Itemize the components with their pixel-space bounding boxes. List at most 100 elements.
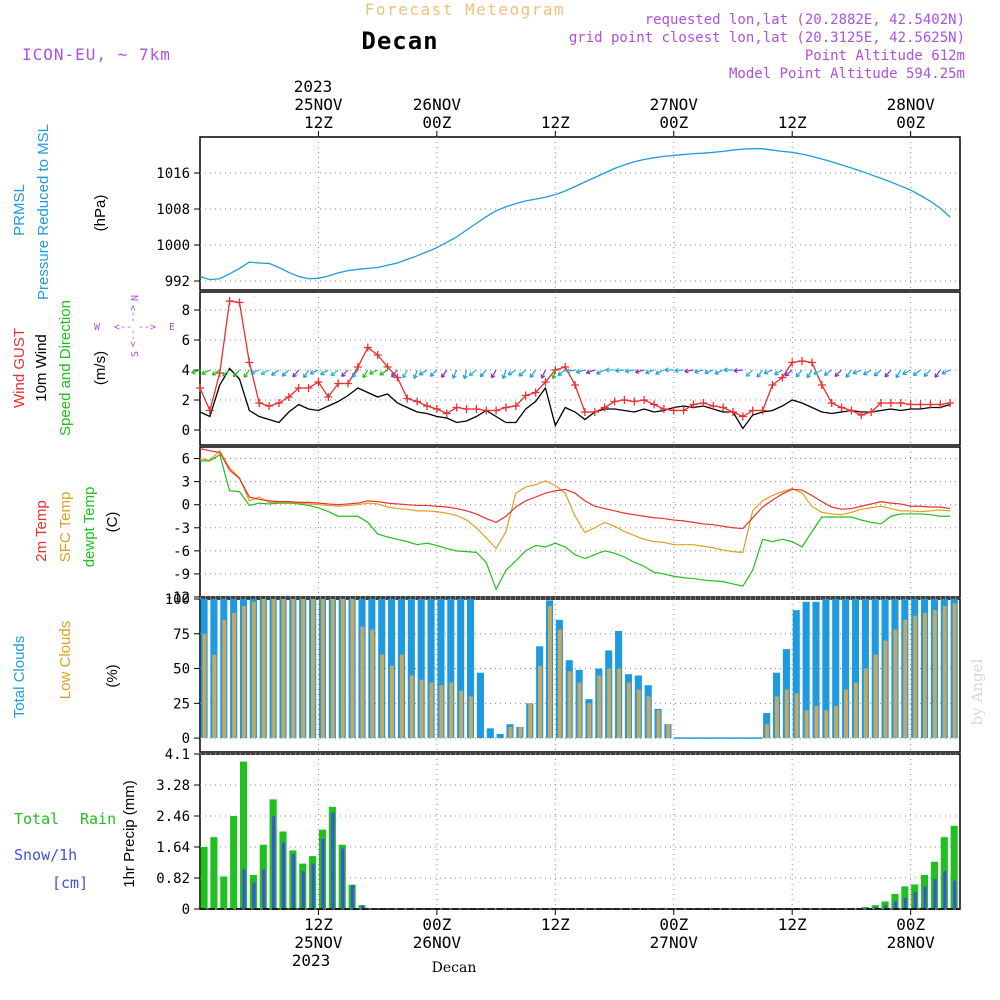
rain-bar [220,876,228,909]
total-cloud-bar [466,599,475,739]
low-cloud-bar [587,703,592,739]
sfc-temp-label: SFC Temp [57,492,74,563]
wind-dir-arrowhead [362,373,367,379]
wind-dir-arrow [309,369,319,375]
low-cloud-bar [784,689,789,739]
y-tick-label: -6 [173,544,190,560]
wind-dir-arrowhead [784,371,790,377]
gridpoint-coords: grid point closest lon,lat (20.3125E, 42… [569,30,965,46]
wind-dir-arrow [281,369,290,377]
wind-dir-arrow [941,369,951,375]
wind-dir-arrowhead [191,369,196,375]
wind-dir-arrow [391,369,398,378]
wind-dir-arrow [243,369,250,378]
y-tick-label: -3 [173,521,190,537]
snow-bar [252,882,256,909]
bottom-date-label: 27NOV [650,933,699,952]
gust-marker [689,400,698,409]
panel-frame [199,291,961,446]
wind-dir-arrowhead [806,373,812,379]
wind-dir-arrow [684,369,694,373]
gust-marker [788,358,797,367]
gust-marker [334,379,343,388]
sfc-temp-line [199,449,951,554]
wind-dir-arrow [733,369,743,372]
wind-dir-arrowhead [320,370,325,376]
snow-bar [311,863,315,909]
wind-dir-arrow [191,369,201,374]
wind-dir-arrow [429,369,438,377]
low-cloud-bar [636,689,641,739]
wind-dir-arrow [233,369,240,378]
wind-dir-arrow [250,369,260,374]
y-tick-label: 2 [182,393,190,409]
gust-marker [541,378,550,386]
snow-bar [262,869,266,909]
low-cloud-bar [271,599,276,739]
wind-dir-arrow [884,369,892,378]
gust-marker [432,405,441,413]
gust-marker [946,399,955,407]
gust-marker [531,388,540,397]
low-cloud-bar [528,703,533,739]
wind-dir-arrowhead [745,372,751,377]
snow-bar [864,907,868,909]
gust-marker [679,406,688,415]
gust-marker [916,400,925,409]
wind-dir-arrow [452,369,458,379]
low-cloud-bar [320,599,325,739]
wind-dir-arrowhead [615,367,620,374]
low-cloud-bar [942,605,947,739]
prmsl-label: PRMSL [11,184,28,236]
y-tick-label: 6 [182,333,190,349]
wind-speed-line [199,367,951,430]
bottom-date-label: 25NOV [294,933,343,952]
gust-marker [344,379,353,388]
gust-marker [501,403,510,412]
wind-dir-arrowhead [232,372,238,378]
wind-dir-arrow [479,369,487,378]
wind-dir-arrow [502,369,507,379]
wind-dir-arrow [704,369,714,374]
rain-bar [239,761,248,909]
wind-dir-arrow [625,369,635,373]
wind-dir-arrowhead [645,369,650,375]
gust-marker [442,409,451,418]
wind-dir-arrow [419,369,428,376]
point-altitude: Point Altitude 612m [805,48,965,64]
gust-marker [896,399,905,407]
wind-dir-arrow [351,369,359,378]
wind-dir-arrowhead [664,367,669,373]
low-cloud-bar [468,696,473,739]
low-cloud-bar [853,682,858,739]
wind-units: (m/s) [92,351,109,385]
bottom-hour-label: 00Z [422,915,451,934]
wind-dir-arrow [934,369,941,378]
y-tick-label: 1000 [156,238,190,254]
total-cloud-bar [851,599,860,739]
low-cloud-bar [923,612,927,739]
gust-marker [590,408,599,416]
snow-bar [923,886,927,909]
gust-marker [630,397,639,406]
gust-marker [650,400,659,409]
total-cloud-bar [812,601,820,739]
wind-dir-arrowhead [501,374,507,379]
snow-bar [943,871,947,909]
bottom-hour-label: 00Z [896,915,925,934]
low-cloud-bar [518,726,523,739]
top-hour-label: 00Z [896,113,925,132]
wind-dir-arrow [541,369,546,379]
snow-bar [903,897,907,909]
low-cloud-bar [419,679,424,739]
wind-dir-arrow [834,369,842,377]
wind-dir-arrow [655,369,665,375]
gust-marker [383,363,392,371]
wind-dir-arrowhead [479,372,485,378]
wind-dir-arrowhead [912,371,918,377]
gust-marker [827,399,836,407]
gust-marker [719,403,728,412]
y-tick-label: 4 [182,363,190,379]
wind-dir-arrowhead [625,368,630,374]
dewpt-line [200,453,951,591]
